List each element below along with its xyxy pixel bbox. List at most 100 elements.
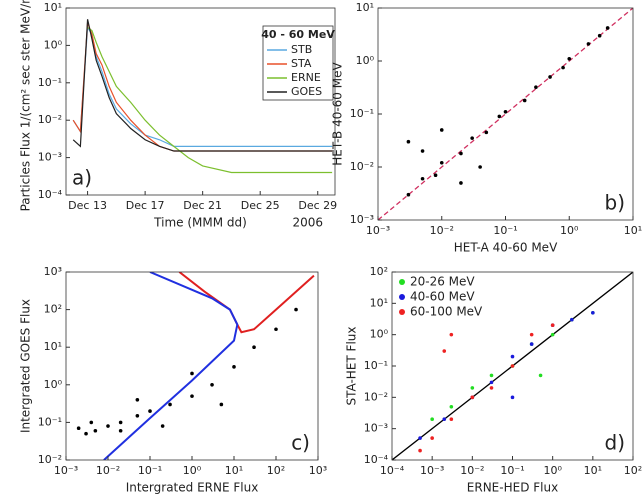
- x-tick-label: 10¹: [584, 464, 602, 477]
- point: [418, 436, 422, 440]
- panel-label: c): [291, 431, 310, 455]
- point: [510, 354, 515, 359]
- legend-label: STB: [291, 43, 312, 56]
- point: [550, 332, 555, 337]
- point: [459, 181, 463, 185]
- point: [534, 85, 538, 90]
- point: [489, 386, 494, 390]
- point: [470, 395, 475, 400]
- point: [510, 395, 515, 400]
- plot: [392, 272, 633, 460]
- legend-label: ERNE: [291, 71, 321, 84]
- legend-swatch: [399, 279, 405, 285]
- point: [478, 165, 482, 169]
- y-tick-label: 10⁻¹: [364, 359, 388, 372]
- legend-title: 40 - 60 MeV: [261, 28, 335, 41]
- series-line: [87, 27, 333, 174]
- annotation: 2006: [292, 216, 323, 230]
- x-tick-label: 10⁻³: [366, 224, 390, 237]
- x-tick-label: 10⁻¹: [493, 224, 517, 237]
- panel: 10⁻⁴ 10⁻³ 10⁻² 10⁻¹ 10⁰ 10¹ 10² 10⁻⁴ 10⁻³ 10⁻² 10⁻…: [345, 265, 643, 495]
- x-tick-label: 10⁻⁴: [380, 464, 405, 477]
- x-tick-label: Dec 21: [183, 199, 222, 212]
- y-tick-label: 10⁻³: [38, 151, 62, 164]
- x-tick-label: Dec 25: [241, 199, 280, 212]
- point: [503, 110, 508, 114]
- x-tick-label: 10¹: [225, 464, 243, 477]
- y-axis-label: STA-HET Flux: [345, 327, 359, 406]
- x-tick-label: 10⁻³: [54, 464, 78, 477]
- x-tick-label: Dec 13: [68, 199, 107, 212]
- y-axis-label: Intergrated GOES Flux: [19, 299, 33, 433]
- y-tick-label: 10⁻³: [364, 422, 388, 435]
- plot: [378, 8, 633, 220]
- y-tick-label: 10¹: [44, 340, 62, 353]
- x-tick-label: 10²: [267, 464, 285, 477]
- point: [420, 149, 425, 153]
- axes-frame: [65, 7, 336, 196]
- series-line: [178, 272, 315, 334]
- point: [190, 394, 194, 398]
- point: [522, 98, 527, 103]
- point: [561, 65, 565, 70]
- point: [160, 424, 165, 428]
- plot-area: [66, 272, 318, 460]
- point: [418, 448, 422, 453]
- point: [529, 342, 534, 346]
- panel-label: b): [605, 191, 626, 215]
- point: [118, 428, 123, 433]
- y-tick-label: 10⁻²: [38, 113, 62, 126]
- y-tick-label: 10⁰: [370, 328, 389, 341]
- x-tick-label: 10²: [624, 464, 642, 477]
- point: [591, 310, 595, 315]
- panel-label: a): [72, 166, 92, 190]
- point: [597, 33, 602, 38]
- series-line: [103, 272, 239, 460]
- legend-label: STA: [291, 57, 312, 70]
- x-tick-label: 10⁰: [560, 224, 579, 237]
- x-tick-label: Dec 29: [298, 199, 337, 212]
- point: [449, 404, 454, 409]
- point: [442, 417, 447, 422]
- point: [484, 130, 489, 135]
- point: [605, 26, 610, 30]
- plot: [72, 19, 333, 174]
- reference-line: [378, 8, 633, 220]
- point: [274, 327, 278, 332]
- point: [529, 332, 534, 337]
- point: [190, 371, 194, 376]
- point: [135, 413, 140, 418]
- x-tick-label: 10⁰: [183, 464, 202, 477]
- point: [148, 409, 152, 413]
- legend-label: 40-60 MeV: [410, 290, 475, 304]
- point: [439, 128, 444, 132]
- point: [219, 402, 224, 407]
- y-tick-label: 10⁻⁴: [364, 453, 389, 466]
- point: [538, 373, 543, 378]
- point: [439, 161, 444, 165]
- point: [232, 365, 236, 369]
- x-tick-label: 10⁻²: [96, 464, 120, 477]
- point: [567, 57, 572, 61]
- x-tick-label: 10⁻²: [430, 224, 454, 237]
- x-tick-label: Dec 17: [126, 199, 165, 212]
- y-tick-label: 10⁻⁴: [38, 188, 63, 201]
- y-tick-label: 10⁻¹: [38, 415, 62, 428]
- y-axis-label: Particles Flux 1/(cm² sec ster MeV/n): [19, 0, 33, 211]
- y-tick-label: 10³: [44, 265, 62, 278]
- panel-label: d): [605, 431, 626, 455]
- point: [510, 364, 515, 368]
- point: [430, 417, 434, 422]
- point: [470, 386, 475, 390]
- point: [135, 397, 140, 402]
- legend-label: 20-26 MeV: [410, 275, 475, 289]
- y-tick-label: 10⁻³: [350, 213, 374, 226]
- y-tick-label: 10⁰: [44, 38, 63, 51]
- y-tick-label: 10²: [44, 303, 62, 316]
- point: [93, 428, 98, 433]
- y-axis-label: HET-B 40-60 MeV: [331, 62, 345, 166]
- y-tick-label: 10⁰: [356, 54, 375, 67]
- x-tick-label: 10³: [309, 464, 327, 477]
- legend-box: [262, 25, 334, 101]
